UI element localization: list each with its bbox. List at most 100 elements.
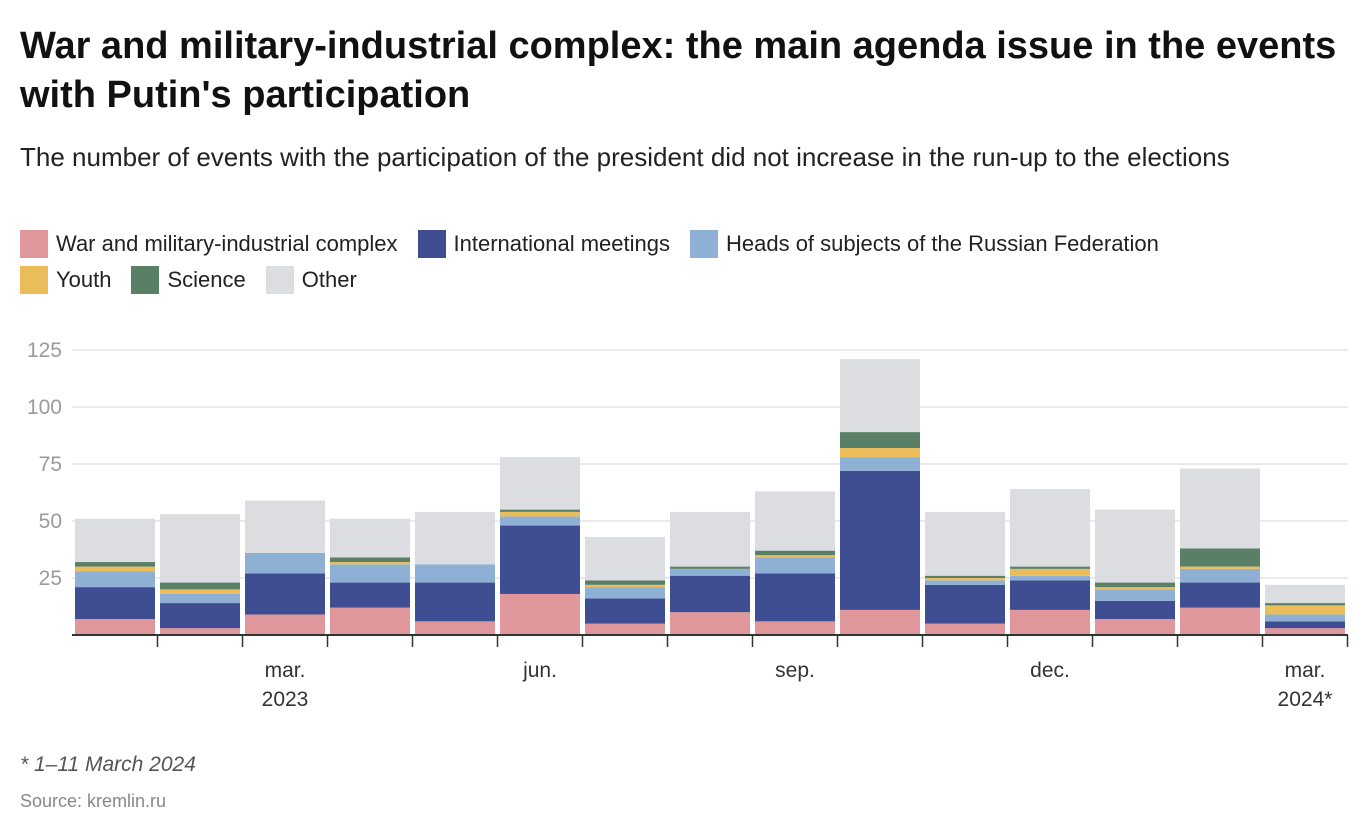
bar-segment <box>1010 566 1090 569</box>
legend-row: Youth Science Other <box>20 265 1340 295</box>
footnote: * 1–11 March 2024 <box>20 753 196 776</box>
legend-label-other: Other <box>301 267 357 292</box>
bar-segment <box>1180 582 1260 608</box>
y-tick-label: 100 <box>27 396 62 419</box>
bar-segment <box>1010 580 1090 610</box>
bar-segment <box>500 516 580 526</box>
bar-segment <box>585 536 665 581</box>
bar-segment <box>75 619 155 635</box>
chart-title: War and military-industrial complex: the… <box>20 25 1337 116</box>
bar-segment <box>1180 568 1260 583</box>
bar-segment <box>1095 600 1175 620</box>
bar-segment <box>245 573 325 615</box>
bar-segment <box>1265 628 1345 635</box>
legend-item-heads: Heads of subjects of the Russian Federat… <box>689 230 1159 258</box>
bar-segment <box>1265 621 1345 629</box>
bar-segment <box>1180 468 1260 549</box>
bar-segment <box>925 575 1005 578</box>
legend-label-science: Science <box>167 267 246 292</box>
bar-segment <box>75 518 155 563</box>
bar-segment <box>500 457 580 510</box>
bar-segment <box>1265 603 1345 606</box>
bar-segment <box>670 575 750 613</box>
legend-label-heads: Heads of subjects of the Russian Federat… <box>725 231 1159 256</box>
bar-segment <box>75 562 155 567</box>
legend-item-other: Other <box>265 266 357 294</box>
bar-segment <box>925 580 1005 585</box>
y-tick-label: 25 <box>39 567 62 590</box>
x-tick-label-year: 2023 <box>262 688 309 711</box>
bar-segment <box>1265 605 1345 615</box>
bar-segment <box>160 589 240 594</box>
bar-segment <box>585 580 665 585</box>
bar-segment <box>1095 589 1175 601</box>
bar-segment <box>925 584 1005 624</box>
bar-segment <box>1095 587 1175 590</box>
legend-row: War and military-industrial complex Inte… <box>20 229 1340 259</box>
bar-segment <box>415 564 495 583</box>
bar-segment <box>755 573 835 622</box>
bar-segment <box>585 598 665 624</box>
bar-segment <box>1095 582 1175 588</box>
bar-segment <box>1095 509 1175 583</box>
bar-segment <box>75 587 155 620</box>
legend-swatch-war <box>20 230 48 258</box>
bar-segment <box>1180 607 1260 635</box>
bar-segment <box>1010 575 1090 581</box>
bar-segment <box>585 584 665 588</box>
bar-segment <box>1265 614 1345 622</box>
legend-label-war: War and military-industrial complex <box>56 231 398 256</box>
bar-segment <box>415 582 495 622</box>
bar-segment <box>840 359 920 433</box>
bar-segment <box>160 593 240 604</box>
legend-item-youth: Youth <box>20 266 111 294</box>
bar-segment <box>330 564 410 583</box>
bar-segment <box>245 552 325 574</box>
bar-segment <box>1180 566 1260 569</box>
bar-segment <box>160 628 240 635</box>
x-tick-label: dec. <box>1030 659 1070 682</box>
bar-segment <box>330 518 410 558</box>
bar-segment <box>585 587 665 599</box>
legend-swatch-international <box>417 230 446 258</box>
x-tick-label: sep. <box>775 659 815 682</box>
bar-segment <box>1180 548 1260 567</box>
x-tick-label: mar. <box>1285 659 1326 682</box>
bar-segment <box>670 511 750 567</box>
bar-segment <box>160 582 240 590</box>
legend-swatch-other <box>265 266 294 294</box>
bar-segment <box>330 607 410 635</box>
bar-segment <box>670 568 750 576</box>
x-tick-label: jun. <box>522 659 557 682</box>
y-tick-label: 75 <box>39 453 62 476</box>
y-tick-label: 125 <box>27 339 62 362</box>
bar-segment <box>415 511 495 565</box>
bar-segment <box>755 557 835 574</box>
bar-segment <box>415 621 495 635</box>
source-note: Source: kremlin.ru <box>20 791 167 811</box>
bar-segment <box>245 500 325 553</box>
bar-segment <box>75 571 155 588</box>
bar-segment <box>330 557 410 563</box>
stacked-bar-chart: 25 50 75 100 125 mar. 2023 jun. sep. dec. mar. 2024… <box>27 339 1349 711</box>
x-tick-label-year: 2024* <box>1278 688 1333 711</box>
legend-label-youth: Youth <box>56 267 112 292</box>
bar-segment <box>840 609 920 635</box>
chart-subtitle: The number of events with the participat… <box>20 142 1230 172</box>
legend-item-science: Science <box>131 266 246 294</box>
bar-segment <box>330 582 410 608</box>
bar-segment <box>755 621 835 635</box>
legend-item-war: War and military-industrial complex <box>20 230 398 258</box>
legend-swatch-science <box>131 266 160 294</box>
bar-segment <box>840 432 920 449</box>
bar-segment <box>585 623 665 635</box>
bar-segment <box>755 555 835 558</box>
bar-segment <box>75 566 155 572</box>
bar-segment <box>925 578 1005 581</box>
legend-swatch-heads <box>689 230 718 258</box>
bar-segment <box>330 562 410 565</box>
bar-segment <box>840 448 920 458</box>
bar-segment <box>925 623 1005 635</box>
bar-segment <box>670 612 750 635</box>
bar-segment <box>500 511 580 517</box>
